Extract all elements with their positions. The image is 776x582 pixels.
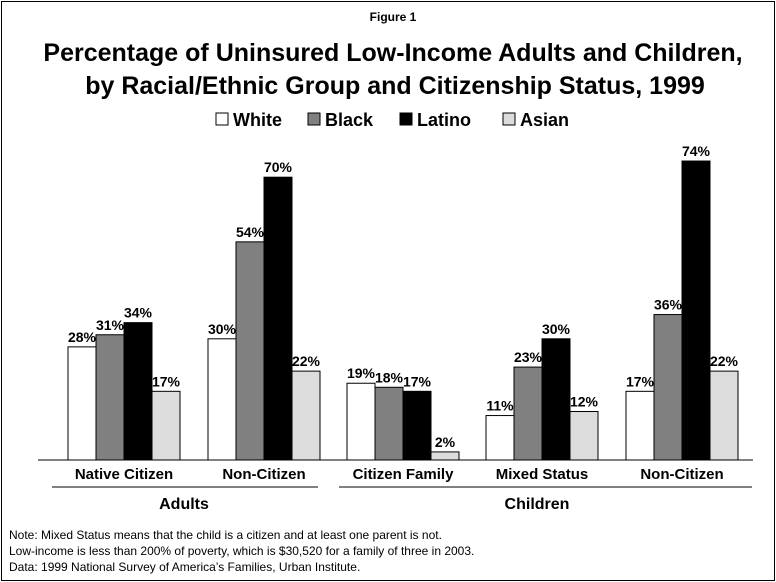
value-label-asian-1: 22%: [292, 353, 321, 369]
value-label-asian-3: 12%: [570, 394, 599, 410]
legend-swatch-white: [215, 112, 229, 126]
figure-label: Figure 1: [370, 10, 417, 24]
group-labels: Adults Children: [52, 486, 752, 513]
bar-black-non-citizen-1: [235, 241, 265, 461]
value-label-black-1: 54%: [236, 224, 265, 240]
legend-label-white: White: [233, 110, 282, 130]
group-label-adults: Adults: [159, 496, 209, 513]
value-label-white-1: 30%: [208, 321, 237, 337]
bar-white-native-citizen-0: [67, 346, 97, 461]
bar-white-non-citizen-4: [625, 390, 655, 461]
notes: Note: Mixed Status means that the child …: [9, 528, 474, 574]
category-label-4: Non-Citizen: [640, 466, 723, 483]
bar-asian-non-citizen-4: [709, 370, 739, 461]
bar-black-native-citizen-0: [95, 334, 125, 461]
bar-asian-citizen-family-2: [430, 451, 460, 461]
legend: White Black Latino Asian: [215, 110, 569, 130]
value-labels: 28%31%34%17%30%54%70%22%19% 18% 17%2%11%23…: [68, 143, 739, 450]
value-label-white-3: 11%: [486, 398, 514, 414]
bar-asian-non-citizen-1: [291, 370, 321, 461]
category-label-3: Mixed Status: [496, 466, 589, 483]
value-label-black-4: 36%: [654, 297, 683, 313]
value-label-latino-3: 30%: [542, 321, 571, 337]
bar-black-mixed-status-3: [513, 366, 543, 461]
legend-swatch-asian: [502, 112, 516, 126]
bars: [67, 160, 739, 461]
bar-latino-citizen-family-2: [402, 390, 432, 461]
value-label-black-3: 23%: [514, 349, 543, 365]
value-label-black-2: 18%: [375, 369, 404, 385]
chart-title-line-2: by Racial/Ethnic Group and Citizenship S…: [85, 72, 705, 100]
value-label-black-0: 31%: [96, 317, 125, 333]
note-line-1: Note: Mixed Status means that the child …: [9, 528, 442, 542]
category-label-0: Native Citizen: [75, 466, 173, 483]
chart-title-line-1: Percentage of Uninsured Low-Income Adult…: [43, 39, 742, 67]
bar-black-citizen-family-2: [374, 386, 404, 461]
category-label-1: Non-Citizen: [222, 466, 305, 483]
legend-label-black: Black: [325, 110, 374, 130]
value-label-asian-2: 2%: [435, 434, 456, 450]
value-label-white-4: 17%: [626, 373, 655, 389]
bar-latino-native-citizen-0: [123, 322, 153, 461]
legend-label-asian: Asian: [520, 110, 569, 130]
x-axis: Native Citizen Non-Citizen Citizen Family M…: [38, 459, 753, 483]
bar-black-non-citizen-4: [653, 314, 683, 461]
bar-white-mixed-status-3: [485, 415, 515, 461]
bar-latino-non-citizen-1: [263, 176, 293, 461]
value-label-latino-0: 34%: [124, 305, 153, 321]
value-label-white-0: 28%: [68, 329, 97, 345]
note-line-2: Low-income is less than 200% of poverty,…: [9, 544, 474, 558]
value-label-asian-4: 22%: [710, 353, 739, 369]
legend-label-latino: Latino: [417, 110, 471, 130]
bar-asian-mixed-status-3: [569, 411, 599, 461]
bar-asian-native-citizen-0: [151, 390, 181, 461]
bar-latino-mixed-status-3: [541, 338, 571, 461]
value-label-latino-2: 17%: [403, 373, 432, 389]
bar-white-citizen-family-2: [346, 382, 376, 461]
category-label-2: Citizen Family: [353, 466, 455, 483]
value-label-asian-0: 17%: [152, 373, 181, 389]
group-label-children: Children: [505, 496, 570, 513]
value-label-latino-1: 70%: [264, 159, 293, 175]
legend-swatch-latino: [399, 112, 413, 126]
value-label-white-2: 19%: [347, 365, 376, 381]
note-line-3: Data: 1999 National Survey of America’s …: [9, 560, 360, 574]
bar-white-non-citizen-1: [207, 338, 237, 461]
bar-latino-non-citizen-4: [681, 160, 711, 461]
legend-swatch-black: [307, 112, 321, 126]
value-label-latino-4: 74%: [682, 143, 711, 159]
